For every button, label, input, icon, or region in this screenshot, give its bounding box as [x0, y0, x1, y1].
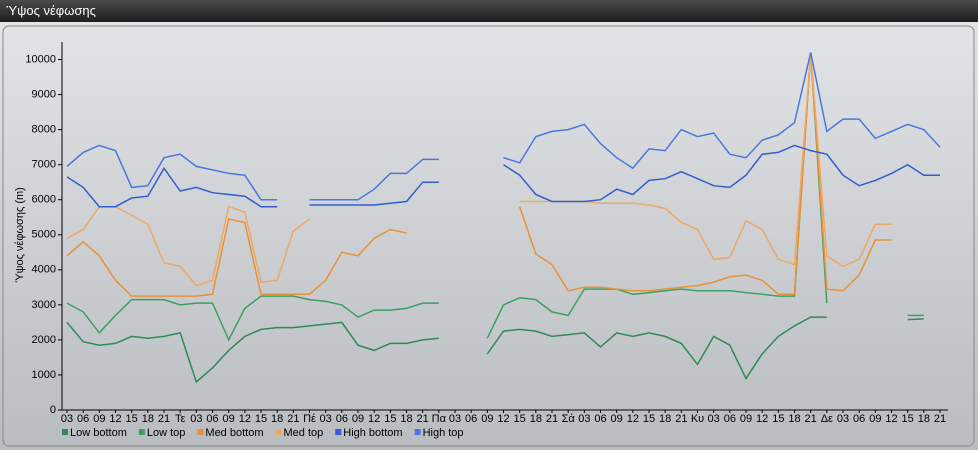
series-line [66, 295, 439, 342]
panel-border [2, 25, 975, 447]
x-tick-label: Δε [821, 413, 833, 425]
y-tick-label: 3000 [32, 299, 56, 311]
x-tick-label: 03 [320, 413, 332, 425]
y-tick-label: 5000 [32, 229, 56, 241]
x-tick-label: 18 [142, 413, 154, 425]
x-tick-label: 12 [756, 413, 768, 425]
legend-swatch [138, 429, 145, 435]
chart-title: Ύψος νέφωσης [6, 3, 96, 18]
x-tick-label: 15 [255, 413, 267, 425]
x-tick-label: 15 [514, 413, 526, 425]
y-tick-label: 1000 [32, 369, 56, 381]
x-tick-label: 21 [287, 413, 299, 425]
x-tick-label: 06 [594, 413, 606, 425]
series-line [486, 316, 827, 381]
x-tick-label: 06 [465, 413, 477, 425]
x-tick-label: 09 [611, 413, 623, 425]
y-tick-label: 10000 [25, 53, 56, 65]
legend-label: High bottom [343, 427, 402, 439]
x-tick-label: 03 [449, 413, 461, 425]
x-tick-label: 06 [724, 413, 736, 425]
series-line [66, 166, 278, 208]
x-tick-label: 15 [126, 413, 138, 425]
legend-label: Med bottom [205, 427, 263, 439]
y-tick-label: 8000 [32, 124, 56, 136]
x-tick-label: 06 [77, 413, 89, 425]
y-tick-label: 0 [50, 404, 56, 416]
x-tick-label: 06 [336, 413, 348, 425]
x-tick-label: 21 [805, 413, 817, 425]
series-line [907, 318, 924, 321]
x-tick-label: 18 [918, 413, 930, 425]
x-tick-label: Κυ [691, 413, 704, 425]
series-line [66, 321, 439, 384]
x-tick-label: 18 [659, 413, 671, 425]
x-tick-label: 12 [497, 413, 509, 425]
x-tick-label: 12 [239, 413, 251, 425]
series-line [486, 52, 828, 339]
series-line [66, 205, 310, 287]
series-line [309, 158, 439, 201]
x-tick-label: Πα [432, 413, 447, 425]
x-tick-label: 21 [417, 413, 429, 425]
x-tick-label: 15 [643, 413, 655, 425]
series-line [503, 52, 941, 170]
x-tick-label: Τε [175, 413, 186, 425]
y-axis-label: Ύψος νέφωσης (m) [14, 187, 26, 283]
y-tick-label: 2000 [32, 334, 56, 346]
x-tick-label: 21 [934, 413, 946, 425]
x-tick-label: 09 [869, 413, 881, 425]
x-tick-label: 15 [772, 413, 784, 425]
x-tick-label: 09 [93, 413, 105, 425]
series-line [503, 144, 940, 203]
y-tick-label: 9000 [32, 88, 56, 100]
x-tick-label: 03 [61, 413, 73, 425]
y-tick-label: 4000 [32, 264, 56, 276]
x-tick-label: 09 [481, 413, 493, 425]
legend-label: Low top [147, 427, 186, 439]
x-tick-label: 03 [190, 413, 202, 425]
x-tick-label: 12 [885, 413, 897, 425]
legend-label: Low bottom [70, 427, 127, 439]
legend-swatch [197, 429, 204, 435]
legend-swatch [335, 429, 342, 435]
x-tick-label: 21 [675, 413, 687, 425]
x-tick-label: 09 [740, 413, 752, 425]
series-line [66, 144, 278, 201]
legend-swatch [275, 429, 282, 435]
x-tick-label: 21 [546, 413, 558, 425]
x-tick-label: 15 [384, 413, 396, 425]
legend-label: Med top [284, 427, 324, 439]
x-tick-label: 09 [352, 413, 364, 425]
x-tick-label: 12 [627, 413, 639, 425]
legend-label: High top [423, 427, 464, 439]
x-tick-label: Πέ [303, 413, 316, 425]
x-tick-label: Σά [562, 413, 576, 425]
y-tick-label: 6000 [32, 194, 56, 206]
x-tick-label: 09 [223, 413, 235, 425]
legend-swatch [62, 429, 68, 435]
series-line [309, 181, 439, 206]
x-tick-label: 03 [578, 413, 590, 425]
y-tick-label: 7000 [32, 159, 56, 171]
x-tick-label: 12 [109, 413, 121, 425]
x-tick-label: 06 [853, 413, 865, 425]
legend-swatch [414, 429, 421, 435]
x-tick-label: 03 [837, 413, 849, 425]
x-tick-label: 03 [708, 413, 720, 425]
series-line [519, 52, 892, 268]
x-tick-label: 15 [902, 413, 914, 425]
x-tick-label: 18 [271, 413, 283, 425]
series-line [66, 218, 407, 297]
x-tick-label: 21 [158, 413, 170, 425]
x-tick-label: 18 [530, 413, 542, 425]
x-tick-label: 06 [206, 413, 218, 425]
series-line [518, 52, 892, 296]
x-tick-label: 12 [368, 413, 380, 425]
title-bar: Ύψος νέφωσης [0, 0, 978, 22]
x-tick-label: 18 [400, 413, 412, 425]
x-tick-label: 18 [788, 413, 800, 425]
